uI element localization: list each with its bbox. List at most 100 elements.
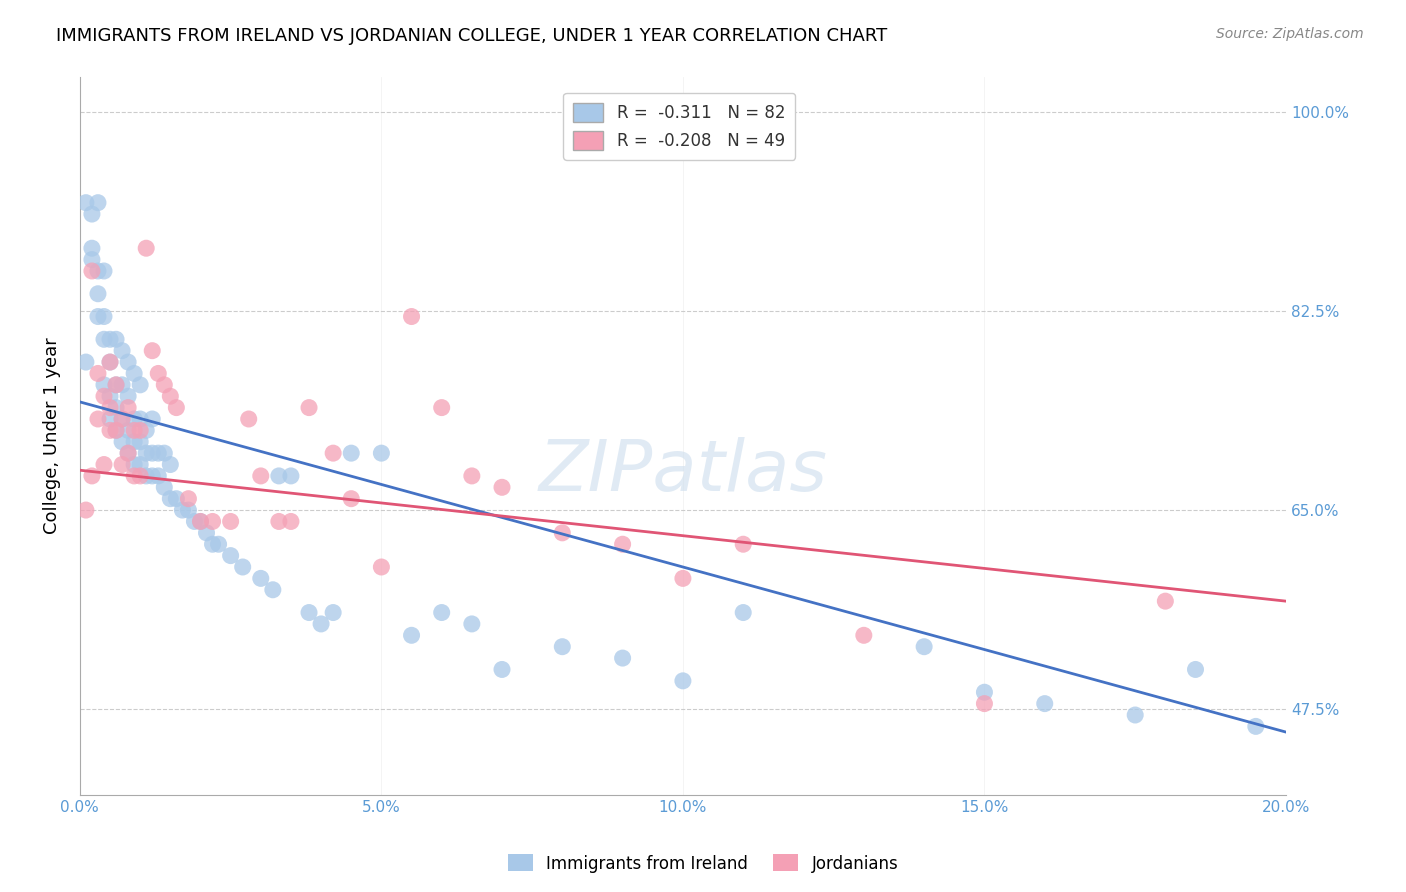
Point [111,377,134,392]
Point [98,401,121,415]
Point [1154,594,1177,608]
Point [165,401,187,415]
Point [111,343,134,358]
Point [105,401,128,415]
Point [87,286,110,301]
Point [87,195,110,210]
Point [912,640,935,654]
Point [122,469,145,483]
Point [98,412,121,426]
Point [111,458,134,472]
Point [80,252,103,267]
Point [122,412,145,426]
Point [551,640,574,654]
Point [98,423,121,437]
Point [105,377,128,392]
Point [105,423,128,437]
Point [122,434,145,449]
Point [93,310,115,324]
Point [129,469,152,483]
Point [105,423,128,437]
Point [322,606,344,620]
Point [80,207,103,221]
Point [309,616,332,631]
Point [280,469,302,483]
Point [111,412,134,426]
Point [75,355,97,369]
Point [111,434,134,449]
Point [98,389,121,403]
Point [87,412,110,426]
Point [159,458,181,472]
Point [122,367,145,381]
Point [201,515,224,529]
Point [75,195,97,210]
Point [117,389,139,403]
Point [117,446,139,460]
Point [93,389,115,403]
Point [733,606,755,620]
Point [280,515,302,529]
Y-axis label: College, Under 1 year: College, Under 1 year [44,338,60,534]
Point [190,515,212,529]
Point [93,377,115,392]
Point [122,458,145,472]
Point [159,491,181,506]
Point [135,446,157,460]
Point [135,241,157,255]
Point [177,503,200,517]
Point [551,525,574,540]
Point [370,560,392,574]
Point [129,412,152,426]
Point [111,412,134,426]
Point [238,412,260,426]
Point [190,515,212,529]
Point [267,469,290,483]
Point [153,446,176,460]
Point [93,332,115,346]
Point [298,606,321,620]
Point [401,310,423,324]
Point [141,469,163,483]
Point [249,571,271,585]
Point [117,401,139,415]
Point [148,469,170,483]
Point [129,377,152,392]
Point [340,446,363,460]
Point [148,446,170,460]
Point [461,616,484,631]
Point [117,446,139,460]
Point [80,469,103,483]
Point [491,663,513,677]
Point [141,412,163,426]
Point [219,549,242,563]
Legend: R =  -0.311   N = 82, R =  -0.208   N = 49: R = -0.311 N = 82, R = -0.208 N = 49 [564,93,796,160]
Point [183,515,205,529]
Point [370,446,392,460]
Point [973,697,995,711]
Point [177,491,200,506]
Point [98,355,121,369]
Point [129,458,152,472]
Point [672,571,695,585]
Point [852,628,875,642]
Point [135,469,157,483]
Point [201,537,224,551]
Point [298,401,321,415]
Point [973,685,995,699]
Point [141,446,163,460]
Point [733,537,755,551]
Point [105,377,128,392]
Point [117,423,139,437]
Point [232,560,254,574]
Point [148,367,170,381]
Point [80,264,103,278]
Point [430,401,453,415]
Point [249,469,271,483]
Point [267,515,290,529]
Point [340,491,363,506]
Point [430,606,453,620]
Point [165,491,187,506]
Point [1184,663,1206,677]
Point [153,377,176,392]
